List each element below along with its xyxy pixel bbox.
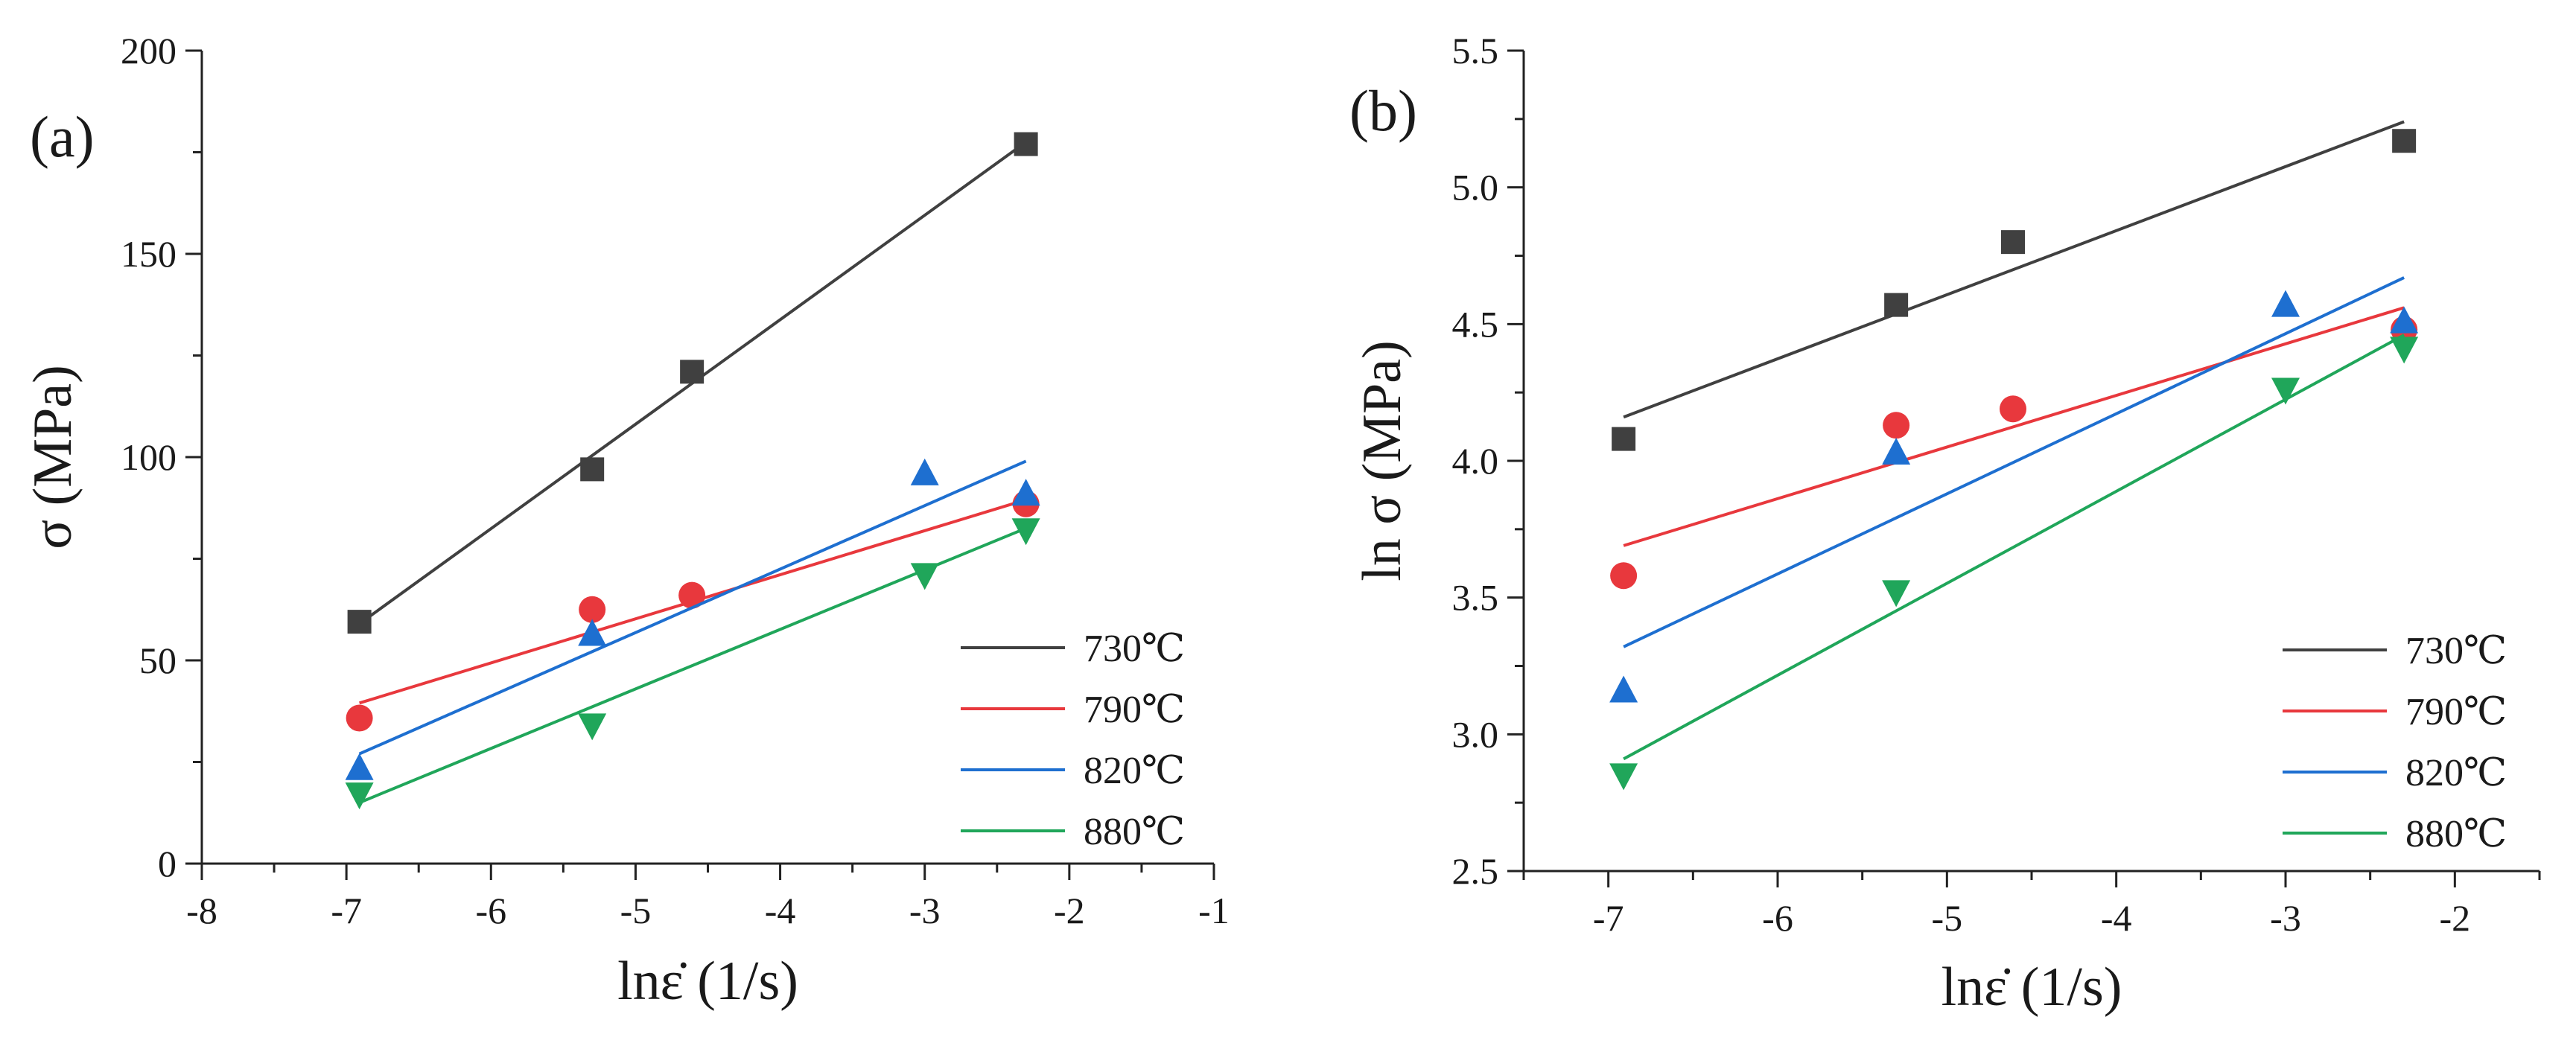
y-axis-title: ln σ (MPa)	[1352, 340, 1413, 581]
y-tick-label: 3.5	[1452, 577, 1499, 619]
x-tick-label: -7	[1593, 897, 1624, 939]
chart-panel-b: -7 -6 -5 -4 -3 -2 2.5 3.0 3.5 4.0 4.5 5.0 5.5 lnε̇ (1…	[1349, 30, 2541, 1018]
data-point	[1884, 293, 1909, 317]
x-tick-label: -6	[1762, 897, 1793, 939]
data-point	[1882, 580, 1911, 607]
legend-label: 880℃	[2405, 813, 2507, 855]
data-point	[345, 753, 374, 780]
series-1	[1610, 306, 2418, 590]
x-tick-label: -8	[186, 890, 217, 931]
series-1	[346, 490, 1040, 732]
data-point	[1612, 427, 1636, 451]
legend-label: 790℃	[2405, 691, 2507, 733]
data-point	[1014, 132, 1038, 156]
fit-line	[1623, 276, 2405, 648]
fit-line	[358, 459, 1027, 756]
y-tick-label: 3.0	[1452, 713, 1499, 755]
data-point	[1882, 437, 1911, 465]
fit-line	[1623, 306, 2405, 547]
data-point	[2392, 129, 2417, 153]
y-tick-label: 100	[121, 436, 176, 478]
data-point	[680, 360, 705, 384]
fit-line	[1623, 120, 2405, 419]
x-tick-label: -4	[2101, 897, 2132, 939]
data-point	[1610, 562, 1638, 590]
data-point	[910, 563, 939, 590]
y-tick-label: 5.0	[1452, 167, 1499, 208]
data-point	[580, 457, 605, 482]
legend-label: 880℃	[1084, 811, 1185, 853]
data-point	[910, 458, 939, 485]
series-3	[1609, 334, 2419, 791]
x-tick-label: -2	[1054, 890, 1085, 931]
series-0	[347, 132, 1038, 634]
y-tick-label: 50	[139, 640, 176, 681]
series-2	[345, 458, 1040, 780]
x-tick-label: -5	[1932, 897, 1963, 939]
x-tick-label: -3	[2270, 897, 2301, 939]
panel-label: (a)	[30, 104, 95, 169]
y-tick-label: 200	[121, 30, 176, 71]
data-point	[1011, 518, 1040, 546]
x-axis-title: lnε̇ (1/s)	[1941, 957, 2122, 1018]
y-tick-label: 5.5	[1452, 30, 1499, 71]
legend-label: 820℃	[1084, 750, 1185, 792]
series-2	[1609, 276, 2419, 703]
x-tick-label: -7	[331, 890, 362, 931]
data-point	[2390, 306, 2419, 334]
data-point	[346, 704, 373, 732]
x-tick-label: -2	[2440, 897, 2471, 939]
legend-label: 790℃	[1084, 689, 1185, 731]
data-point	[2390, 337, 2419, 364]
y-tick-label: 4.0	[1452, 440, 1499, 482]
y-axis-title: σ (MPa)	[22, 365, 83, 549]
y-tick-label: 150	[121, 233, 176, 275]
y-tick-label: 2.5	[1452, 850, 1499, 892]
data-point	[2271, 290, 2300, 317]
data-point	[1883, 412, 1910, 439]
panel-label: (b)	[1349, 78, 1417, 143]
chart-panel-a: -8 -7 -6 -5 -4 -3 -2 -1 0 50 100 150 200 lnε̇ (1/s) σ …	[22, 30, 1230, 1012]
data-point	[345, 782, 374, 810]
data-point	[578, 619, 607, 646]
x-tick-label: -6	[475, 890, 506, 931]
y-tick-label: 0	[158, 843, 176, 884]
x-tick-label: -4	[765, 890, 796, 931]
legend-label: 730℃	[1084, 628, 1185, 670]
data-point	[347, 610, 372, 634]
data-point	[2000, 230, 2025, 255]
x-axis-title: lnε̇ (1/s)	[617, 951, 798, 1012]
data-point	[578, 713, 607, 741]
series-0	[1612, 120, 2417, 451]
x-tick-label: -3	[909, 890, 941, 931]
y-tick-label: 4.5	[1452, 303, 1499, 345]
x-tick-label: -1	[1198, 890, 1230, 931]
x-tick-label: -5	[620, 890, 652, 931]
data-point	[1609, 675, 1638, 703]
data-point	[1609, 763, 1638, 791]
data-point	[2271, 377, 2300, 405]
fit-line	[1623, 334, 2405, 761]
legend-label: 820℃	[2405, 752, 2507, 794]
fit-line	[358, 526, 1027, 804]
data-point	[1011, 479, 1040, 506]
data-point	[678, 581, 706, 609]
legend-label: 730℃	[2405, 630, 2507, 672]
data-point	[1999, 395, 2026, 423]
data-point	[579, 596, 606, 623]
series-3	[345, 518, 1040, 810]
